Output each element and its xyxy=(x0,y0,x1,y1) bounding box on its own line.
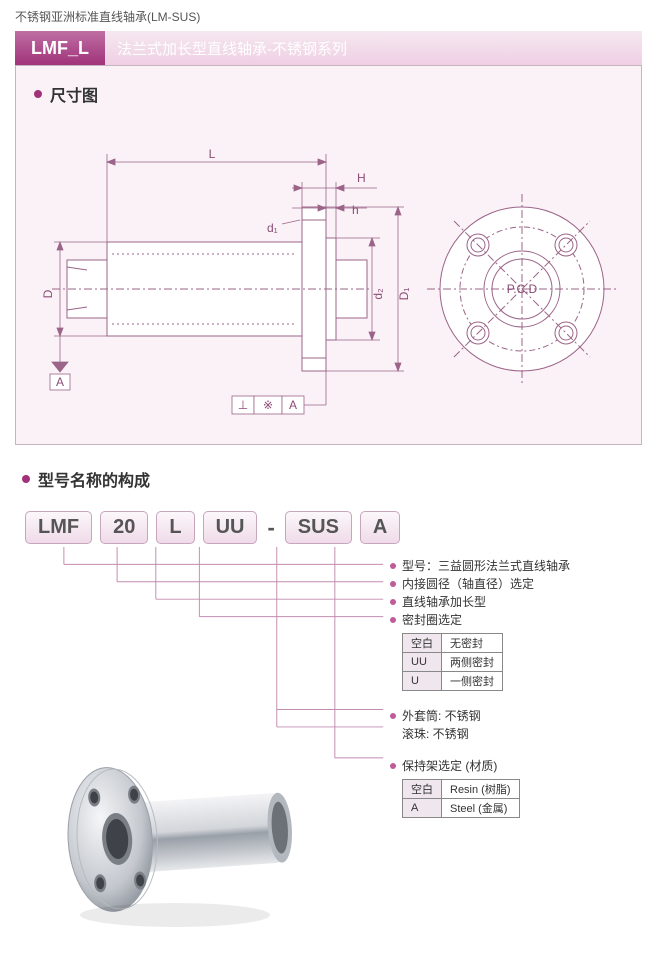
dim-D1: D₁ xyxy=(397,288,411,301)
model-part-0: LMF xyxy=(25,511,92,544)
model-part-3: UU xyxy=(203,511,258,544)
tol-value: ※ xyxy=(263,398,273,412)
section-title-model: 型号名称的构成 xyxy=(22,467,657,491)
model-part-1: 20 xyxy=(100,511,148,544)
breadcrumb: 不锈钢亚洲标准直线轴承(LM-SUS) xyxy=(0,0,657,31)
bullet-icon xyxy=(22,475,30,483)
model-part-5: A xyxy=(360,511,400,544)
dimension-drawing-box: 尺寸图 xyxy=(15,65,642,445)
model-dash: - xyxy=(265,515,276,541)
svg-text:⊥: ⊥ xyxy=(238,398,248,412)
dim-L: L xyxy=(209,147,216,161)
title-code: LMF_L xyxy=(15,31,105,65)
model-breakdown: LMF 20 L UU - SUS A xyxy=(25,511,635,544)
dim-A-datum: A xyxy=(56,375,64,389)
section-title-dims-text: 尺寸图 xyxy=(50,82,98,106)
dim-d2: d₂ xyxy=(371,288,385,300)
model-part-2: L xyxy=(156,511,194,544)
dim-H: H xyxy=(357,171,366,185)
section-title-model-text: 型号名称的构成 xyxy=(38,467,150,491)
bullet-icon xyxy=(34,90,42,98)
tol-datum: A xyxy=(289,398,297,412)
dim-h: h xyxy=(352,203,359,217)
title-bar: LMF_L 法兰式加长型直线轴承-不锈钢系列 xyxy=(15,31,642,65)
model-part-4: SUS xyxy=(285,511,352,544)
dim-D: D xyxy=(41,289,55,298)
section-title-dims: 尺寸图 xyxy=(34,82,625,106)
dim-PCD: P.C.D xyxy=(507,282,538,296)
technical-drawing: L H h d₁ xyxy=(32,112,625,422)
dim-d1: d₁ xyxy=(267,221,278,235)
title-desc: 法兰式加长型直线轴承-不锈钢系列 xyxy=(105,38,347,59)
model-tree-lines xyxy=(25,545,635,845)
